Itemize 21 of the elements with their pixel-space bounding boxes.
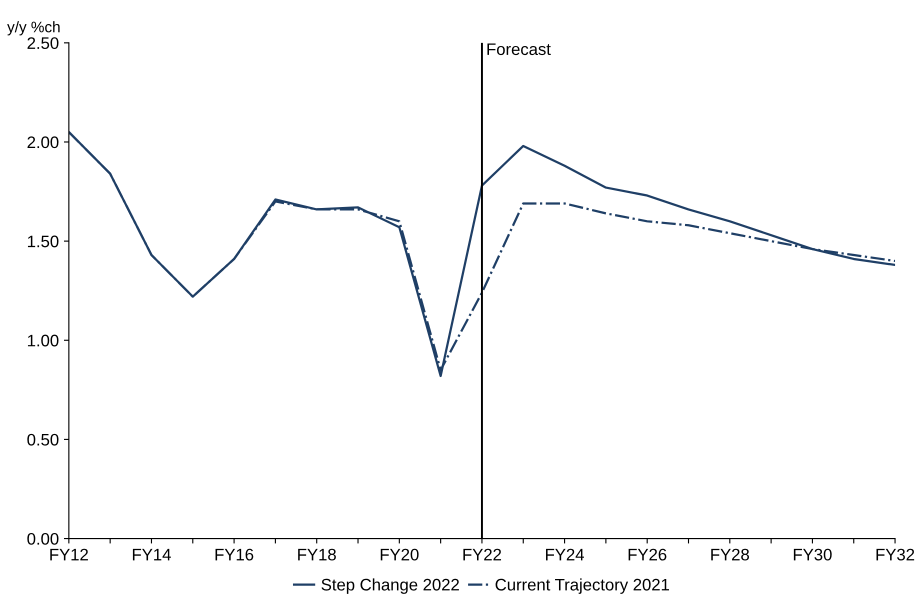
x-tick-label: FY24	[546, 548, 584, 560]
x-tick-label: FY20	[380, 548, 419, 561]
y-tick-label: 1.00	[28, 334, 58, 346]
x-tick-label: FY12	[50, 548, 88, 560]
x-tick-label: FY18	[298, 548, 336, 561]
y-tick-label: 0.50	[27, 434, 58, 446]
x-tick-label: FY32	[876, 548, 914, 561]
x-tick-label: FY28	[711, 548, 750, 561]
legend-label: Step Change 2022	[322, 578, 459, 594]
x-tick-label: FY26	[628, 548, 666, 561]
x-tick-label: FY22	[463, 548, 502, 560]
y-tick-label: 2.00	[28, 136, 58, 148]
legend-label: Current Trajectory 2021	[496, 578, 670, 594]
x-tick-label: FY14	[132, 548, 171, 560]
x-tick-label: FY16	[216, 548, 254, 561]
x-tick-label: FY30	[794, 548, 832, 561]
y-axis-title: y/y %ch	[7, 21, 60, 36]
ref-line-label: Forecast	[487, 43, 551, 56]
y-tick-label: 2.50	[28, 37, 58, 50]
y-tick-label: 1.50	[28, 236, 58, 248]
y-tick-label: 0.00	[27, 532, 58, 545]
